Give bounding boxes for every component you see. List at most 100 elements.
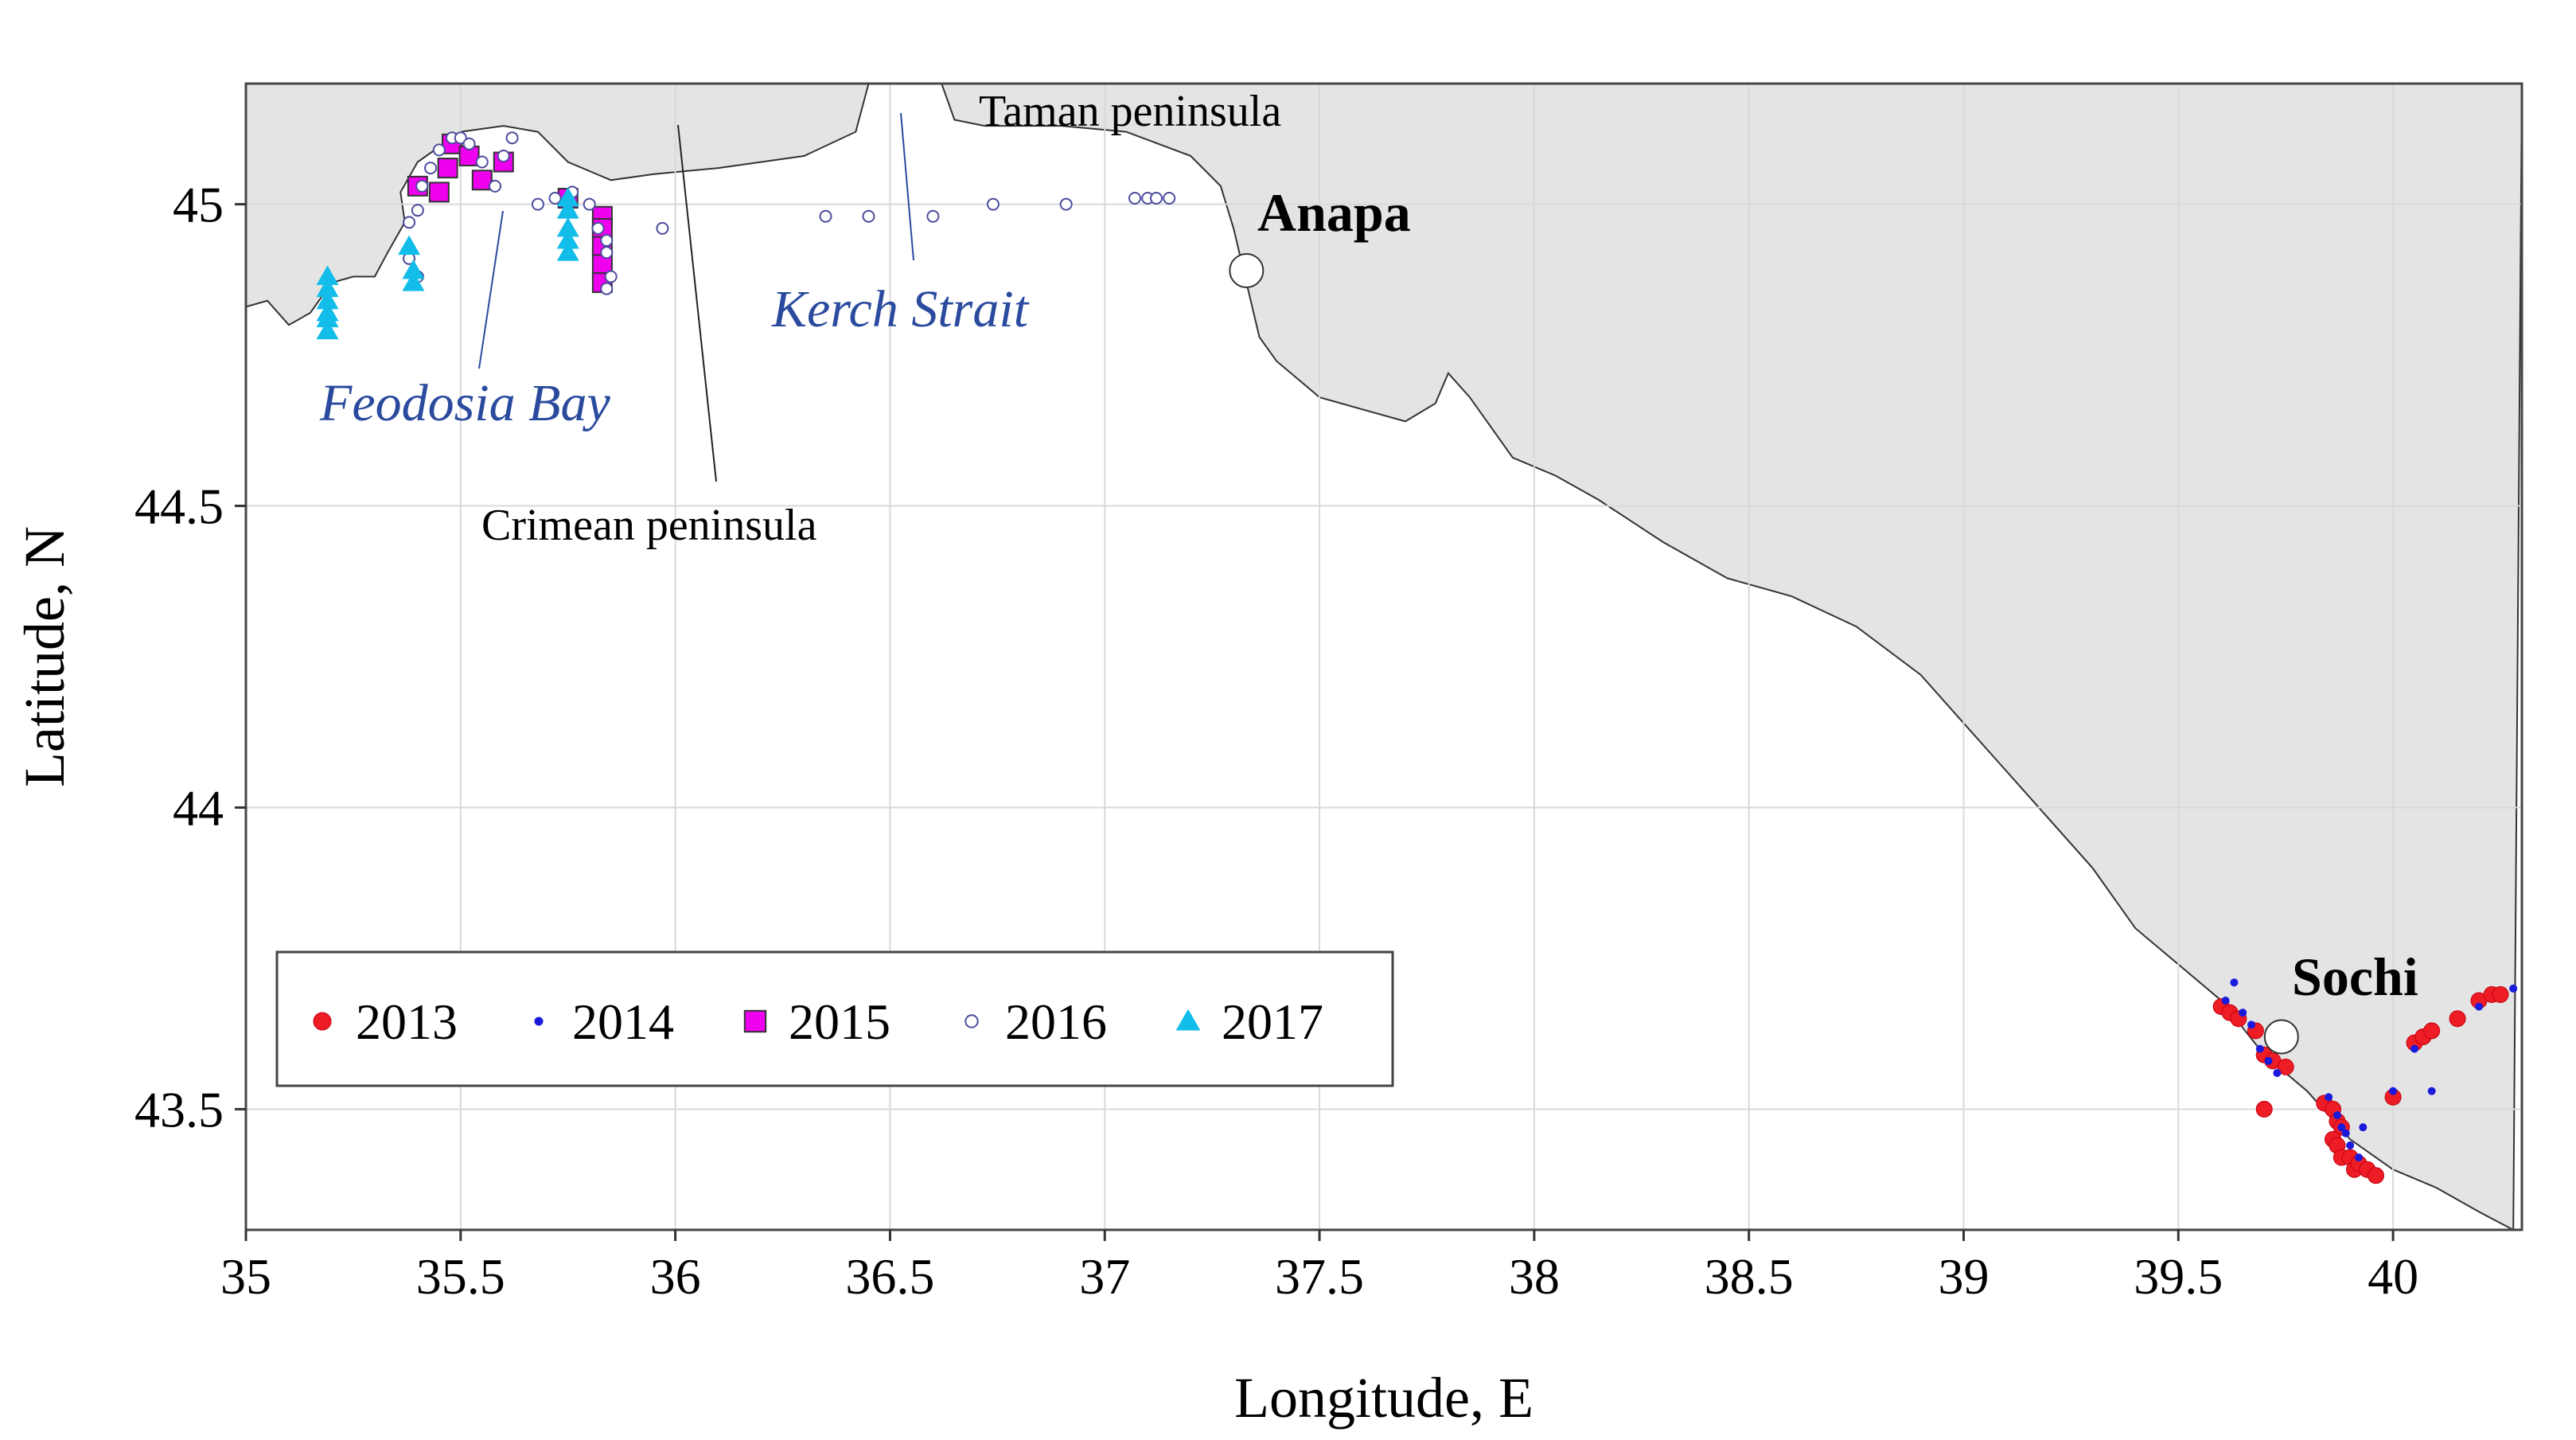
marker-2013 [2449,1010,2466,1028]
marker-2017 [556,229,579,249]
marker-2013 [2255,1100,2273,1118]
marker-2016 [505,131,519,145]
marker-2014 [2509,984,2518,993]
legend-marker-2016 [965,1014,979,1028]
series-2017 [316,187,579,340]
series-2014 [2221,978,2518,1162]
legend: 2013 2014 2015 2016 2017 [275,950,1394,1087]
legend-items: 2013 2014 2015 2016 2017 [313,993,1323,1050]
marker-2017 [556,241,579,261]
x-tick-label: 37 [1079,1248,1130,1305]
marker-2017 [556,187,579,207]
marker-2014 [2427,1087,2436,1095]
y-tick-label: 44 [173,779,224,836]
marker-2013 [2277,1058,2294,1075]
marker-2017 [316,307,339,328]
taman-peninsula-label: Taman peninsula [979,87,1281,136]
y-axis: 43.5 44 44.5 45 [134,177,246,1138]
marker-2014 [2264,1056,2273,1065]
marker-2014 [2337,1123,2346,1132]
sochi-label: Sochi [2292,946,2418,1007]
plot-frame [244,82,2523,1231]
marker-2017 [316,277,339,298]
marker-2016 [1128,192,1142,205]
marker-2013 [2492,985,2509,1003]
city-marker-sochi [2263,1019,2299,1055]
x-tick-label: 38.5 [1705,1248,1794,1305]
marker-2016 [462,137,476,150]
marker-2017 [316,289,339,310]
marker-2014 [2341,1129,2350,1138]
marker-2016 [403,216,416,229]
marker-2017 [316,319,339,340]
legend-label-2017: 2017 [1222,993,1323,1050]
legend-label-2013: 2013 [356,993,458,1050]
marker-2017 [398,235,421,256]
kerch-strait-label: Kerch Strait [771,280,1030,338]
y-tick-label: 45 [173,177,224,233]
x-tick-label: 36.5 [845,1248,934,1305]
marker-2016 [1150,192,1163,205]
legend-label-2014: 2014 [572,993,674,1050]
marker-2014 [2410,1044,2419,1053]
marker-2016 [497,149,510,162]
legend-marker-2017 [1175,1009,1201,1031]
feodosia-bay-label: Feodosia Bay [319,374,610,432]
marker-2016 [488,179,501,193]
marker-2016 [432,143,446,157]
series-2016 [403,131,1176,295]
legend-label-2016: 2016 [1005,993,1107,1050]
marker-2017 [556,199,579,219]
y-tick-label: 44.5 [134,478,224,535]
x-tick-label: 40 [2368,1248,2418,1305]
x-tick-label: 39.5 [2134,1248,2223,1305]
marker-2014 [2354,1153,2363,1162]
marker-2016 [454,131,467,145]
taman-pointer-line [677,124,717,482]
marker-2016 [548,192,562,205]
x-tick-label: 36 [650,1248,701,1305]
x-tick-label: 39 [1938,1248,1989,1305]
marker-2016 [604,270,618,283]
marker-2016 [591,221,605,235]
marker-2014 [2359,1123,2368,1132]
marker-2014 [2475,1002,2484,1011]
marker-2017 [402,271,425,291]
marker-2016 [415,179,429,193]
x-axis-title: Longitude, E [1234,1366,1534,1430]
marker-2015 [471,170,493,191]
marker-2016 [1059,197,1073,211]
marker-2014 [2325,1093,2333,1102]
x-tick-label: 37.5 [1275,1248,1364,1305]
marker-2017 [402,259,425,279]
marker-2014 [2255,1044,2264,1053]
crimean-peninsula-label: Crimean peninsula [481,501,817,550]
x-axis: 35 35.5 36 36.5 37 37.5 38 38.5 39 39.5 40 [220,1230,2418,1305]
crimean-peninsula-land [245,83,870,326]
marker-2016 [411,204,424,217]
marker-2014 [2239,1009,2247,1017]
kerch-pointer-line [900,112,914,261]
marker-2016 [424,162,438,175]
marker-2015 [437,158,458,179]
legend-marker-2014 [534,1017,544,1026]
x-tick-label: 35.5 [416,1248,505,1305]
marker-2016 [656,221,669,235]
x-tick-label: 35 [220,1248,271,1305]
marker-2016 [583,197,596,211]
legend-marker-2015 [743,1009,767,1033]
marker-2016 [600,234,614,248]
feodosia-pointer-line [478,210,504,369]
place-annotations: Taman peninsula Anapa Kerch Strait Feodo… [319,87,2418,1007]
marker-2016 [475,155,489,169]
marker-2014 [2273,1068,2282,1077]
marker-2016 [600,282,614,295]
marker-2017 [316,265,339,286]
legend-marker-2013 [313,1012,332,1031]
marker-2014 [2389,1087,2398,1095]
marker-2017 [556,217,579,237]
marker-2013 [2368,1167,2385,1184]
sample-markers [316,131,2518,1184]
anapa-label: Anapa [1257,182,1411,243]
